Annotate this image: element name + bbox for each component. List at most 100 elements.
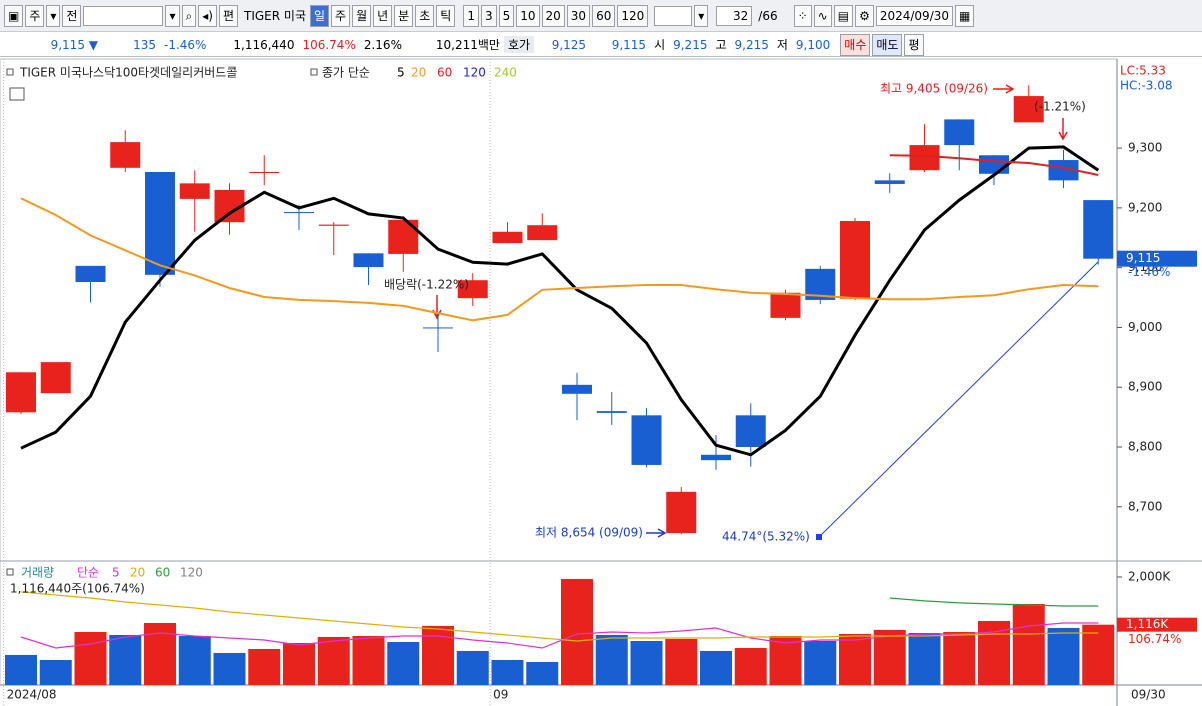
legend-entry: 20	[130, 566, 145, 580]
toolbar-button[interactable]: 3	[480, 4, 497, 27]
last-volume-box	[1117, 617, 1197, 632]
toolbar-button[interactable]: 초	[415, 4, 435, 27]
toolbar-button[interactable]: 년	[373, 4, 393, 27]
calendar[interactable]: ▦	[955, 4, 975, 27]
dropdown[interactable]: ▾	[165, 4, 180, 27]
candle-body	[979, 155, 1009, 174]
toolbar-button[interactable]: 5	[498, 4, 515, 27]
ma-line	[20, 197, 1099, 322]
change: 135	[133, 37, 156, 52]
candle-body	[6, 372, 36, 413]
arrow	[1058, 118, 1068, 141]
dropdown[interactable]: ▾	[694, 4, 709, 27]
volume-bar	[804, 640, 837, 685]
legend-label: 종가 단순	[322, 66, 370, 80]
candle-body	[145, 172, 175, 275]
last-change: -1.46%	[1128, 265, 1170, 279]
label: 저	[776, 38, 788, 52]
volume-bar	[387, 642, 420, 685]
toolbar-button[interactable]: 월	[352, 4, 372, 27]
legend-entry: 5	[397, 66, 405, 80]
last-price-box	[1117, 250, 1197, 267]
sell-button[interactable]: 매도	[872, 33, 903, 56]
y-tick-label: 8,900	[1128, 380, 1162, 394]
toolbar-button[interactable]: 일	[309, 4, 330, 27]
code-input[interactable]: 486290	[83, 5, 164, 26]
amount: 10,211백만	[435, 38, 500, 52]
trend-line	[818, 261, 1099, 538]
candle-body	[353, 253, 384, 268]
legend-entry: 60	[437, 66, 452, 80]
blank-input[interactable]	[654, 5, 693, 26]
candle-body	[40, 362, 71, 394]
legend-icon	[6, 68, 14, 76]
date-input[interactable]: 2024/09/30	[875, 5, 954, 26]
legend-entry: 5	[112, 566, 120, 580]
volume-bar	[839, 634, 871, 685]
market[interactable]: 주	[25, 4, 45, 27]
count-input[interactable]: 32	[716, 5, 753, 26]
toolbar-button[interactable]: 10	[516, 4, 540, 27]
candle-body	[249, 172, 280, 174]
annotation: 최고 9,405 (09/26)	[880, 82, 988, 96]
bid: 9,115	[611, 37, 647, 52]
candle-body	[388, 219, 419, 254]
scope[interactable]: 전	[62, 4, 82, 27]
y-tick-label: 8,800	[1128, 440, 1162, 454]
volume-bar	[700, 650, 732, 685]
table-icon[interactable]	[9, 87, 25, 101]
high: 9,215	[734, 37, 769, 52]
volume-bar	[561, 578, 593, 685]
volume-bar	[178, 636, 211, 685]
volume-bar	[734, 647, 767, 685]
legend-entry: 60	[155, 566, 170, 580]
low: 9,100	[795, 37, 831, 52]
candle-body	[457, 280, 488, 299]
eval-button[interactable]: 평	[904, 33, 924, 56]
dropdown[interactable]: ▾	[46, 4, 61, 27]
tool[interactable]: ∿	[813, 4, 832, 27]
volume-bar	[1047, 627, 1080, 685]
edit[interactable]: 편	[218, 4, 238, 27]
turnover: 2.16%	[363, 37, 402, 52]
candle-body	[75, 265, 106, 283]
volume-bar	[422, 625, 454, 685]
last-ratio: 106.74%	[1128, 632, 1181, 646]
volume-bar	[456, 650, 489, 685]
volume-bar	[630, 640, 663, 685]
candle-body	[562, 384, 592, 394]
label: 호가	[503, 36, 535, 53]
value-label: 1,116,440주(106.74%)	[10, 582, 145, 596]
volume-bar	[491, 659, 524, 685]
buy-button[interactable]: 매수	[840, 33, 871, 56]
tool[interactable]: ⁘	[793, 4, 812, 27]
chart-title: TIGER 미국나스닥100타겟데일리커버드콜	[19, 66, 237, 80]
toolbar-button[interactable]: 1	[463, 4, 479, 27]
volume-bar	[769, 636, 802, 685]
sound[interactable]: ◂)	[198, 4, 217, 27]
volume: 1,116,440	[233, 37, 295, 52]
search[interactable]: ⌕	[181, 4, 197, 27]
toolbar-button[interactable]: 30	[566, 4, 591, 27]
volume-bar	[74, 632, 107, 685]
last-price: 9,115	[1126, 251, 1160, 265]
toolbar-button[interactable]: 분	[394, 4, 414, 27]
volume-bar	[317, 636, 350, 685]
candle-body	[840, 221, 870, 299]
toolbar-button[interactable]: 120	[617, 4, 649, 27]
settings[interactable]: ⚙	[855, 4, 874, 27]
toolbar-button[interactable]: 주	[331, 4, 351, 27]
toolbar-button[interactable]: 20	[541, 4, 565, 27]
menu-button[interactable]: ▣	[4, 4, 24, 27]
save[interactable]: ▤	[833, 4, 854, 27]
toolbar-button[interactable]: 틱	[436, 4, 456, 27]
ma-line	[889, 154, 1099, 176]
candle-body	[874, 180, 905, 184]
y-tick-label: 2,000K	[1128, 569, 1171, 583]
trend-handle	[816, 534, 822, 540]
annotation: (-1.21%)	[1034, 100, 1086, 114]
toolbar-button[interactable]: 60	[592, 4, 616, 27]
candle-body	[735, 415, 766, 448]
